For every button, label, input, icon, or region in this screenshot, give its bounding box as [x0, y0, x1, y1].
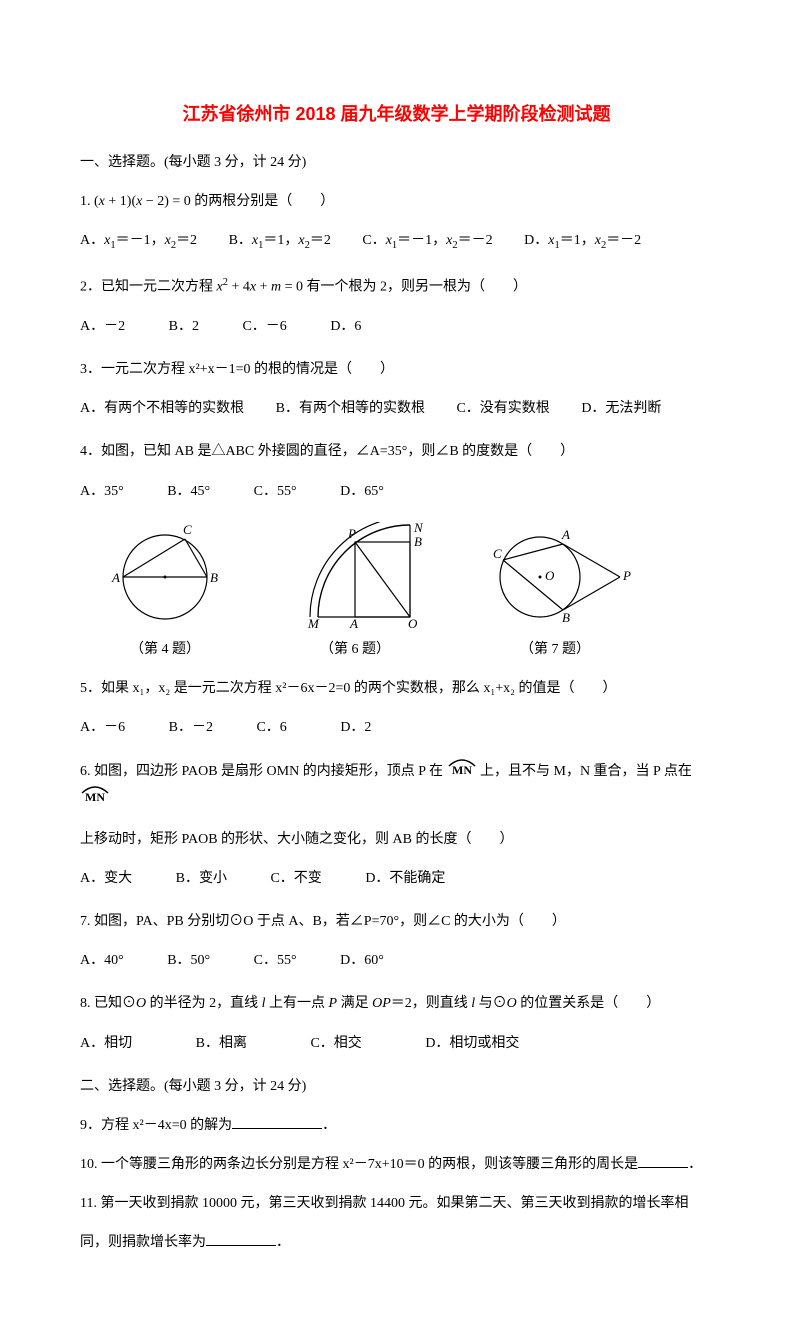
q11-text-b: 同，则捐款增长率为: [80, 1235, 206, 1250]
q7-opt-a: A．40°: [80, 948, 124, 973]
arc-mn-icon: MN: [447, 758, 477, 785]
svg-text:MN: MN: [452, 763, 472, 776]
fig4-label-b: B: [210, 570, 218, 585]
q5-stem: 5．如果 x₁，x₂ 是一元二次方程 x²－6x－2=0 的两个实数根，那么 x…: [80, 676, 713, 701]
figure-row: A B C M A O P N B: [90, 522, 713, 632]
q2-opt-b: B．2: [169, 314, 199, 339]
q6-opt-b: B．变小: [176, 866, 227, 891]
q2-opt-c: C．－6: [242, 314, 286, 339]
q1-opt-a: A．x1＝－1，x2＝2: [80, 228, 197, 256]
q7-opt-c: C．55°: [254, 948, 297, 973]
q10-text-b: ．: [688, 1157, 702, 1172]
figure-q6: M A O P N B: [280, 522, 430, 632]
q3-stem: 3．一元二次方程 x²+x－1=0 的根的情况是（ ）: [80, 357, 713, 382]
q3-opt-a: A．有两个不相等的实数根: [80, 396, 244, 421]
fig6-label-m: M: [307, 616, 320, 631]
q6-opt-d: D．不能确定: [365, 866, 445, 891]
q4-opt-d: D．65°: [340, 479, 384, 504]
q1-opt-d: D．x1＝1，x2＝－2: [524, 228, 641, 256]
q6-opt-c: C．不变: [270, 866, 321, 891]
q8-opt-c: C．相交: [310, 1031, 361, 1056]
q7-stem: 7. 如图，PA、PB 分别切⊙O 于点 A、B，若∠P=70°，则∠C 的大小…: [80, 909, 713, 934]
q3-opt-d: D．无法判断: [581, 396, 661, 421]
figcap-6: （第 6 题）: [280, 638, 430, 658]
q6-stem-part2: 上，且不与 M，N 重合，当 P 点在: [480, 764, 692, 779]
q3-options: A．有两个不相等的实数根 B．有两个相等的实数根 C．没有实数根 D．无法判断: [80, 396, 713, 421]
fig4-label-c: C: [183, 522, 192, 537]
q5-opt-c: C．6: [256, 715, 286, 740]
q6-stem-line2: 上移动时，矩形 PAOB 的形状、大小随之变化，则 AB 的长度（ ）: [80, 827, 713, 852]
fig6-label-o: O: [408, 616, 418, 631]
q8-opt-a: A．相切: [80, 1031, 132, 1056]
q8-stem: 8. 已知⊙O 的半径为 2，直线 l 上有一点 P 满足 OP＝2，则直线 l…: [80, 991, 713, 1016]
figure-caption-row: （第 4 题） （第 6 题） （第 7 题）: [90, 638, 713, 658]
q1-opt-b: B．x1＝1，x2＝2: [229, 228, 331, 256]
figure-q4: A B C: [90, 522, 240, 632]
q10: 10. 一个等腰三角形的两条边长分别是方程 x²－7x+10＝0 的两根，则该等…: [80, 1152, 713, 1177]
q11-line1: 11. 第一天收到捐款 10000 元，第三天收到捐款 14400 元。如果第二…: [80, 1191, 713, 1216]
fig7-label-b: B: [562, 610, 570, 625]
fig7-label-p: P: [622, 568, 631, 583]
fig6-label-p: P: [347, 526, 356, 541]
q10-blank[interactable]: [638, 1153, 688, 1168]
q8-opt-b: B．相离: [196, 1031, 247, 1056]
q9-blank[interactable]: [232, 1114, 322, 1129]
q4-stem: 4．如图，已知 AB 是△ABC 外接圆的直径，∠A=35°，则∠B 的度数是（…: [80, 439, 713, 464]
q2-options: A．－2 B．2 C．－6 D．6: [80, 314, 713, 339]
q7-options: A．40° B．50° C．55° D．60°: [80, 948, 713, 973]
q7-opt-d: D．60°: [340, 948, 384, 973]
q5-opt-b: B．－2: [169, 715, 213, 740]
q10-text-a: 10. 一个等腰三角形的两条边长分别是方程 x²－7x+10＝0 的两根，则该等…: [80, 1157, 638, 1172]
fig6-label-b: B: [414, 534, 422, 549]
q1-options: A．x1＝－1，x2＝2 B．x1＝1，x2＝2 C．x1＝－1，x2＝－2 D…: [80, 228, 713, 256]
svg-text:MN: MN: [85, 790, 105, 803]
q6-opt-a: A．变大: [80, 866, 132, 891]
q4-opt-b: B．45°: [167, 479, 210, 504]
q4-options: A．35° B．45° C．55° D．65°: [80, 479, 713, 504]
q8-opt-d: D．相切或相交: [425, 1031, 519, 1056]
q11-line2: 同，则捐款增长率为 ．: [80, 1230, 713, 1255]
q4-opt-c: C．55°: [254, 479, 297, 504]
figure-q7: A B C O P: [470, 522, 640, 632]
q1-stem: 1. (x + 1)(x − 2) = 0 的两根分别是（ ）: [80, 189, 713, 214]
q2-opt-d: D．6: [330, 314, 361, 339]
section-2-header: 二、选择题。(每小题 3 分，计 24 分): [80, 1074, 713, 1099]
q2-stem: 2．已知一元二次方程 x2 + 4x + m = 0 有一个根为 2，则另一根为…: [80, 274, 713, 300]
q11-text-c: ．: [276, 1235, 290, 1250]
fig7-label-o: O: [545, 568, 555, 583]
q9: 9．方程 x²－4x=0 的解为 ．: [80, 1113, 713, 1138]
fig4-label-a: A: [111, 570, 120, 585]
q11-blank[interactable]: [206, 1231, 276, 1246]
arc-mn-icon-2: MN: [80, 785, 110, 812]
q5-opt-a: A．－6: [80, 715, 125, 740]
q7-opt-b: B．50°: [167, 948, 210, 973]
q6-options: A．变大 B．变小 C．不变 D．不能确定: [80, 866, 713, 891]
page-title: 江苏省徐州市 2018 届九年级数学上学期阶段检测试题: [80, 100, 713, 126]
q5-opt-d: D．2: [340, 715, 371, 740]
fig6-label-a: A: [349, 616, 358, 631]
q3-opt-c: C．没有实数根: [456, 396, 549, 421]
figcap-4: （第 4 题）: [90, 638, 240, 658]
fig7-label-a: A: [561, 527, 570, 542]
figcap-7: （第 7 题）: [470, 638, 640, 658]
q6-stem: 6. 如图，四边形 PAOB 是扇形 OMN 的内接矩形，顶点 P 在 MN 上…: [80, 758, 713, 812]
q2-opt-a: A．－2: [80, 314, 125, 339]
q3-opt-b: B．有两个相等的实数根: [276, 396, 425, 421]
q5-options: A．－6 B．－2 C．6 D．2: [80, 715, 713, 740]
q6-stem-part1: 6. 如图，四边形 PAOB 是扇形 OMN 的内接矩形，顶点 P 在: [80, 764, 447, 779]
q4-opt-a: A．35°: [80, 479, 124, 504]
q8-options: A．相切 B．相离 C．相交 D．相切或相交: [80, 1031, 713, 1056]
q9-text-b: ．: [322, 1118, 336, 1133]
q1-opt-c: C．x1＝－1，x2＝－2: [362, 228, 492, 256]
section-1-header: 一、选择题。(每小题 3 分，计 24 分): [80, 150, 713, 175]
fig7-label-c: C: [493, 546, 502, 561]
q9-text-a: 9．方程 x²－4x=0 的解为: [80, 1118, 232, 1133]
